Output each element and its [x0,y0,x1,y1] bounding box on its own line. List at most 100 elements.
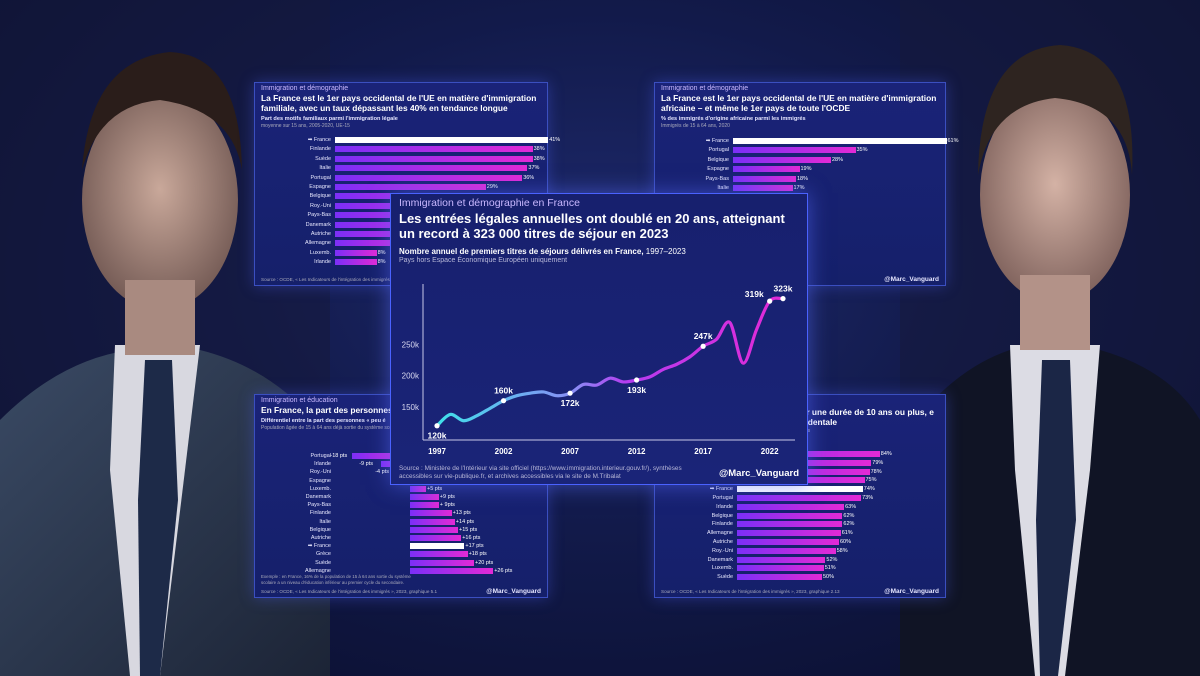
bar-value: +16 pts [462,535,492,541]
bar-label: Finlande [255,146,331,152]
bar-label-text: Allemagne [707,530,733,537]
bar-label: Portugal [255,175,332,181]
bar-label: Belgique [255,193,331,199]
bar-value: 35% [857,147,887,153]
bar-label: Irlande [255,259,331,265]
bar-label-text: Irlande [314,259,331,266]
bar-value-text: 8% [377,259,386,266]
bar-value-text: 51% [824,565,836,572]
bar [733,147,856,154]
bar-value: 52% [826,557,856,563]
bar-value-text: 62% [843,521,855,528]
bar-label: Pays-Bas [255,212,331,218]
bar-label-text: Roy.-Uni [712,547,733,554]
main-source: Source : Ministère de l'Intérieur via si… [399,465,682,480]
bar [737,486,863,493]
data-label: 323k [774,284,793,294]
bar-label: Allemagne [655,530,733,536]
bar-value: +17 pts [465,543,495,549]
bar-label: Autriche [655,539,733,545]
bar-label: Espagne [255,184,331,190]
bar [410,526,458,533]
author-handle: @Marc_Vanguard [486,588,541,595]
bar-value-text: 62% [843,512,855,519]
bar [335,155,533,162]
data-label: 160k [494,386,513,396]
author-handle: @Marc_Vanguard [718,468,799,479]
bar [335,165,528,172]
main-title: Les entrées légales annuelles ont doublé… [399,211,785,241]
bar-label-text: Italie [319,518,331,525]
bar-label-text: Allemagne [305,567,331,574]
bar [335,184,486,190]
bar-value-text: 8% [377,249,386,256]
bar-label-text: Irlande [716,503,733,510]
bar-label: Suède [655,574,733,580]
bar [733,138,947,144]
bar-value-text: +26 pts [494,567,513,574]
bar-value-text: 29% [486,184,498,190]
bar-value-text: + 9pts [439,502,455,509]
bar-value-text: +9 pts [439,494,455,500]
bar-value: -4 pts [375,469,405,475]
data-point [767,298,773,304]
bar [737,574,822,581]
bar-label: Grèce [255,551,331,557]
bar [410,494,439,500]
bar-value: 73% [862,495,892,501]
data-label: 193k [627,385,646,395]
data-point [567,390,573,396]
card-subtitle-note: moyenne sur 15 ans, 2005-2020, UE-15 [261,123,350,129]
bar-label-text: Suède [717,574,733,581]
x-tick-label: 2002 [495,447,513,456]
bar-label-text: ➡ France [307,543,331,550]
card-tag: Immigration et éducation [261,397,338,404]
bar-value: +13 pts [453,510,483,516]
bar-value: 75% [866,477,896,483]
bar [352,453,410,459]
bar-value: 29% [487,184,517,190]
bar-value: 78% [871,469,901,475]
bar [737,503,845,510]
main-subtitle-note: Pays hors Espace Économique Européen uni… [399,257,568,264]
data-point [500,398,507,404]
bar-label: Pays-Bas [255,502,331,508]
bar-value-text: +13 pts [452,510,471,517]
bar-label-text: Belgique [707,156,729,163]
bar-value-text: +18 pts [468,551,487,558]
bar-value: 84% [881,451,911,457]
bar-value: +9 pts [440,494,470,500]
main-chart-card: Immigration et démographie en France Les… [390,193,808,485]
line-chart: 150k 200k 250k 1997 2002 2007 2012 2017 2022 120… [402,284,795,456]
card-subtitle: Part des motifs familiaux parmi l'immigr… [261,116,398,122]
bar-value-text: 19% [800,166,812,173]
author-handle: @Marc_Vanguard [884,588,939,595]
bar-label: Italie [255,165,331,171]
bar-label: Danemark [655,557,733,563]
bar-label-text: Finlande [309,510,331,517]
bar-label: Roy.-Uni [255,469,331,475]
bar-label-text: Irlande [314,461,331,468]
bar [410,543,465,550]
y-tick-label: 150k [402,403,420,412]
bar-label-text: Finlande [711,521,733,528]
bar-label: Espagne [255,478,331,484]
bar-label-text: ➡ France [705,138,729,144]
data-point [634,377,640,383]
bar-label-text: Portugal [310,453,332,459]
bar [737,556,826,563]
bar-value: 50% [823,574,853,580]
bar-value: +18 pts [469,551,499,557]
bar-value-text: -4 pts [375,469,389,476]
bar-value-text: 52% [826,556,838,563]
bar-label-text: Luxemb. [309,249,331,256]
bar-value: 61% [948,138,978,144]
bar-label-text: Autriche [310,535,331,541]
bar-label-text: Portugal [708,147,730,154]
bar-value-text: +14 pts [455,518,474,525]
bar-label: Portugal [655,495,734,501]
bar-label-text: Danemark [707,556,733,563]
bar-label-text: Grèce [316,551,331,558]
bar-value: 58% [837,548,867,554]
bar-label: Portugal [655,147,730,154]
